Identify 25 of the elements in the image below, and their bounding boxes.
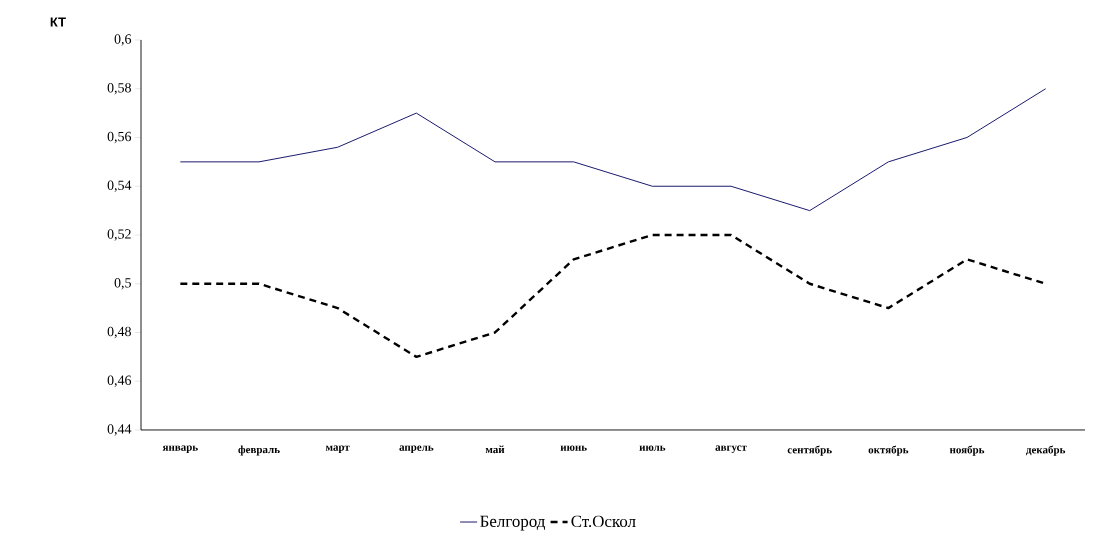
x-tick-label: июль [639, 445, 666, 451]
y-tick-label: 0,56 [107, 131, 132, 144]
x-tick-label: февраль [238, 445, 280, 456]
y-tick-label: 0,54 [107, 180, 132, 192]
legend-label: Белгород [480, 515, 546, 531]
x-tick-label: июнь [560, 445, 587, 451]
x-tick-label: январь [162, 445, 198, 453]
y-tick-label: 0,46 [107, 375, 132, 387]
x-tick-label: октябрь [868, 445, 909, 456]
y-tick-label: 0,52 [107, 229, 131, 241]
y-tick-label: 0,48 [107, 326, 131, 339]
x-tick-label: март [325, 445, 350, 453]
y-tick-label: 0,6 [114, 34, 132, 46]
y-tick-label: 0,5 [114, 278, 131, 290]
x-tick-label: август [715, 445, 747, 454]
x-tick-label: май [485, 445, 505, 454]
x-tick-label: ноябрь [949, 445, 985, 456]
x-tick-label: апрель [399, 445, 434, 453]
legend-label: Ст.Оскол [571, 515, 636, 528]
x-tick-label: декабрь [1026, 445, 1066, 456]
y-tick-label: 0,58 [107, 83, 131, 95]
y-tick-label: 0,44 [107, 424, 132, 436]
line-series [179, 88, 1047, 212]
y-axis-title: КТ [50, 17, 66, 27]
x-tick-label: сентябрь [787, 445, 832, 456]
